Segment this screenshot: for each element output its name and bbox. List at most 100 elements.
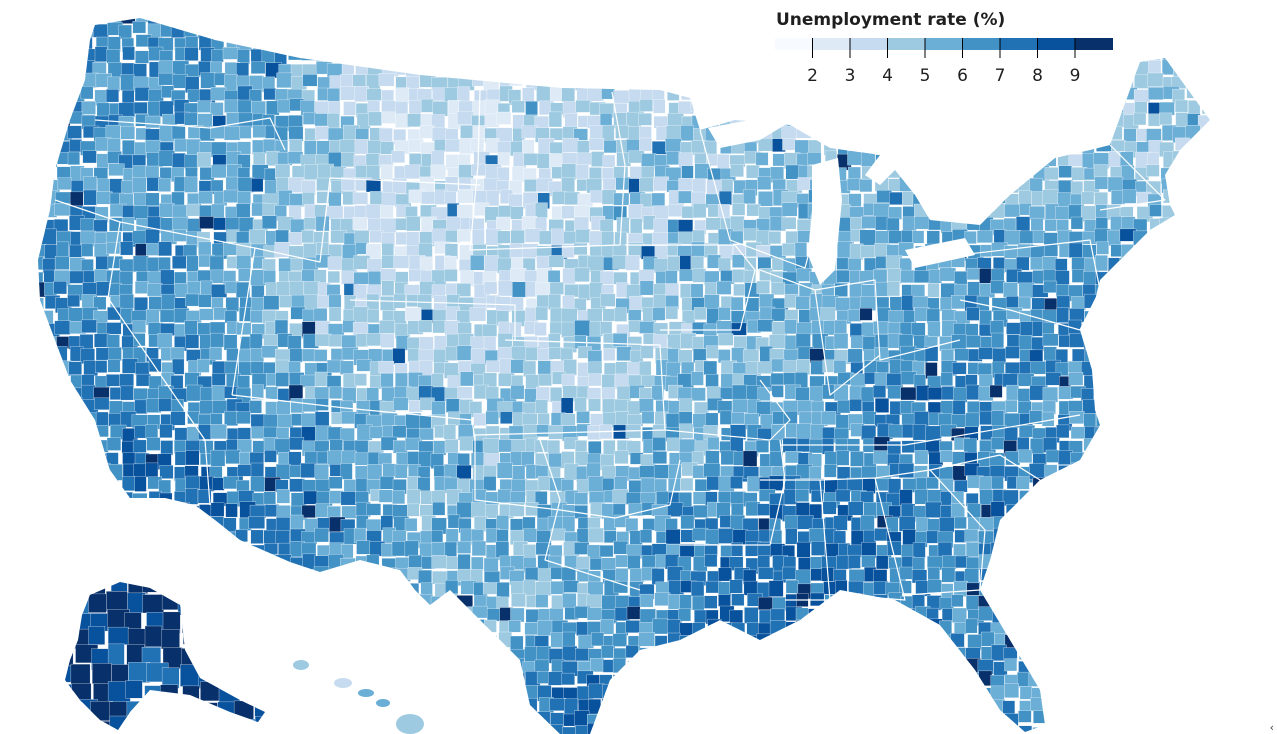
county-cell bbox=[328, 476, 343, 489]
county-cell bbox=[978, 554, 995, 569]
county-cell bbox=[535, 49, 552, 64]
county-cell bbox=[277, 414, 294, 429]
county-cell bbox=[809, 50, 824, 68]
county-cell bbox=[1214, 233, 1229, 245]
county-cell bbox=[1108, 126, 1123, 140]
county-cell bbox=[210, 332, 224, 348]
county-cell bbox=[1188, 569, 1204, 586]
county-cell bbox=[654, 685, 668, 699]
county-cell bbox=[901, 622, 914, 639]
county-cell bbox=[80, 553, 97, 567]
county-cell bbox=[835, 620, 852, 637]
county-cell bbox=[199, 516, 213, 531]
county-cell bbox=[356, 582, 370, 596]
county-cell bbox=[1045, 476, 1062, 491]
county-cell bbox=[573, 61, 591, 78]
county-cell bbox=[1030, 361, 1047, 375]
county-cell bbox=[810, 671, 826, 685]
county-cell bbox=[1119, 373, 1133, 390]
county-cell bbox=[341, 176, 355, 192]
county-cell bbox=[536, 646, 552, 662]
county-cell bbox=[1160, 596, 1177, 609]
county-cell bbox=[1213, 558, 1228, 574]
county-cell bbox=[953, 115, 966, 128]
county-cell bbox=[510, 359, 525, 374]
county-cell bbox=[928, 634, 943, 651]
county-cell bbox=[1006, 151, 1020, 167]
county-cell bbox=[601, 75, 619, 89]
county-cell bbox=[120, 385, 134, 401]
county-cell bbox=[132, 255, 149, 272]
county-cell bbox=[1134, 540, 1149, 555]
county-cell bbox=[638, 126, 652, 139]
county-cell bbox=[303, 671, 317, 685]
county-cell bbox=[356, 633, 374, 647]
county-cell bbox=[887, 281, 900, 297]
county-cell bbox=[887, 385, 902, 399]
county-cell bbox=[1109, 310, 1123, 326]
county-cell bbox=[250, 462, 264, 479]
county-cell bbox=[354, 50, 368, 64]
county-cell bbox=[1211, 336, 1225, 352]
county-cell bbox=[1201, 242, 1210, 258]
county-cell bbox=[642, 672, 660, 688]
county-cell bbox=[703, 595, 718, 609]
county-cell bbox=[236, 375, 250, 390]
county-cell bbox=[509, 72, 523, 87]
county-cell bbox=[42, 635, 59, 649]
county-cell bbox=[1211, 178, 1225, 192]
county-cell bbox=[38, 129, 45, 142]
county-cell bbox=[421, 49, 436, 66]
county-cell bbox=[849, 323, 863, 338]
county-cell bbox=[420, 530, 434, 544]
county-cell bbox=[1043, 280, 1058, 293]
county-cell bbox=[926, 477, 939, 490]
county-cell bbox=[287, 673, 302, 689]
county-cell bbox=[1029, 140, 1044, 156]
county-cell bbox=[1215, 672, 1227, 684]
county-cell bbox=[590, 18, 607, 20]
county-cell bbox=[901, 647, 917, 661]
county-cell bbox=[599, 321, 613, 335]
county-cell bbox=[772, 49, 789, 62]
county-cell bbox=[1184, 658, 1202, 673]
county-cell bbox=[604, 22, 621, 39]
county-cell bbox=[681, 33, 698, 51]
county-cell bbox=[1110, 360, 1127, 374]
county-cell bbox=[798, 648, 811, 663]
county-cell bbox=[159, 202, 175, 218]
county-cell bbox=[859, 229, 876, 246]
county-cell bbox=[629, 75, 646, 90]
county-cell bbox=[678, 398, 693, 414]
county-cell bbox=[639, 465, 655, 478]
county-cell bbox=[106, 502, 120, 520]
county-cell bbox=[1214, 193, 1226, 208]
county-cell bbox=[746, 658, 763, 674]
county-cell bbox=[276, 489, 290, 504]
county-cell bbox=[574, 440, 588, 453]
county-cell bbox=[536, 671, 550, 684]
county-cell bbox=[430, 596, 446, 612]
county-cell bbox=[251, 178, 264, 192]
county-cell bbox=[224, 99, 240, 113]
county-cell bbox=[1175, 465, 1191, 480]
county-cell bbox=[642, 686, 655, 700]
county-cell bbox=[1187, 177, 1204, 192]
county-cell bbox=[653, 218, 670, 234]
county-cell bbox=[210, 126, 227, 139]
county-cell bbox=[888, 310, 904, 324]
county-cell bbox=[263, 529, 277, 546]
county-cell bbox=[1213, 205, 1227, 218]
county-cell bbox=[1198, 322, 1210, 338]
county-cell bbox=[1005, 60, 1021, 73]
county-cell bbox=[395, 685, 412, 701]
county-cell bbox=[1106, 608, 1121, 622]
county-cell bbox=[953, 150, 968, 165]
county-cell bbox=[939, 179, 955, 193]
county-cell bbox=[980, 64, 996, 81]
county-cell bbox=[38, 647, 45, 663]
county-cell bbox=[106, 322, 122, 335]
county-cell bbox=[106, 49, 121, 64]
county-cell bbox=[290, 258, 304, 271]
county-cell bbox=[368, 634, 382, 650]
